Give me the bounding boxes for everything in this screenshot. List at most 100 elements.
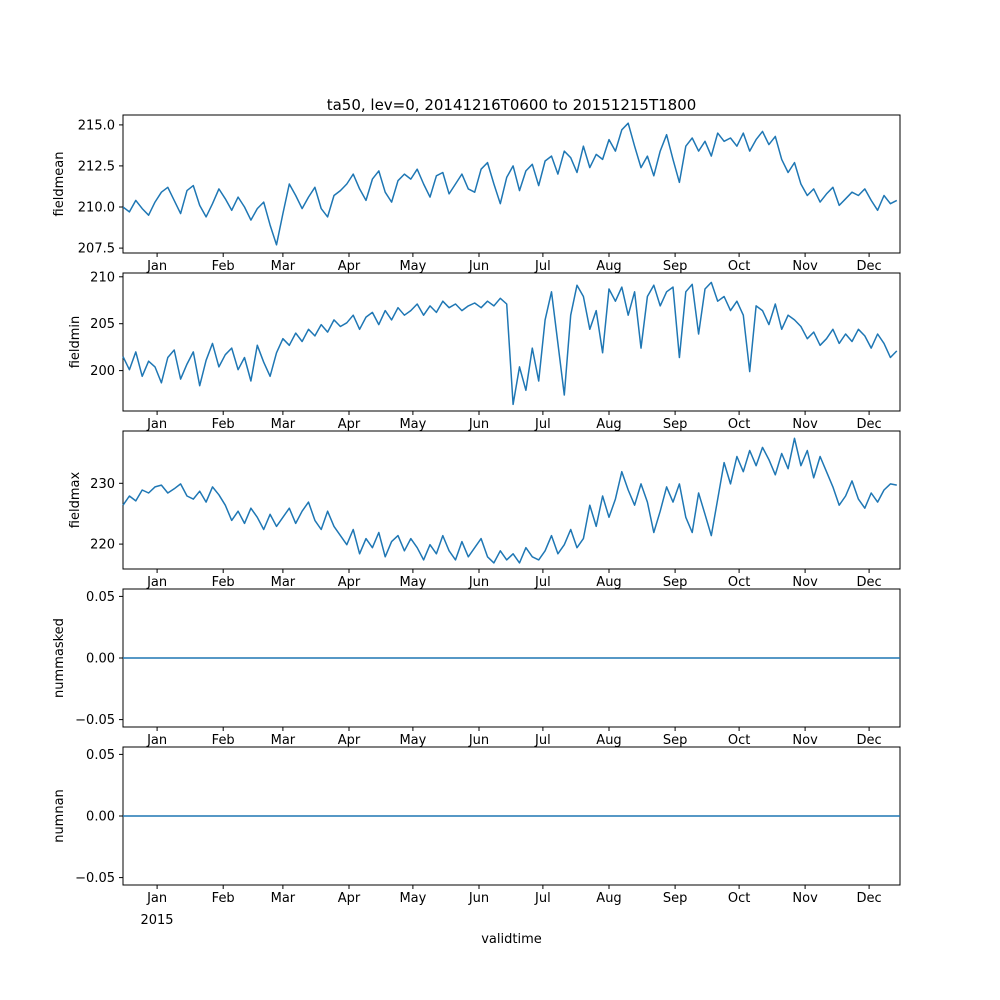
x-tick-label: Oct (728, 259, 750, 274)
x-axis-label: validtime (481, 932, 542, 947)
line-series-fieldmax (122, 437, 897, 564)
x-tick-label: Oct (728, 733, 750, 748)
y-tick-label: 212.5 (78, 159, 115, 174)
x-tick-label: Aug (596, 575, 621, 590)
x-tick-label: Feb (212, 575, 235, 590)
x-tick-label: Mar (271, 259, 296, 274)
x-tick-label: Apr (338, 417, 361, 432)
subplot-numnan: Jan Feb Mar Apr May Jun Jul Aug Sep Oct Nov Dec −0.0… (0, 746, 1000, 906)
y-tick-label: 0.00 (86, 810, 115, 825)
x-tick-label: Mar (271, 733, 296, 748)
x-tick-label: May (399, 417, 426, 432)
x-tick-label: Oct (728, 575, 750, 590)
subplot-fieldmin: Jan Feb Mar Apr May Jun Jul Aug Sep Oct Nov Dec 200 2… (0, 270, 1000, 432)
y-tick-label: 0.05 (86, 748, 115, 763)
x-tick-label: May (399, 733, 426, 748)
x-tick-label: Mar (271, 891, 296, 906)
subplot-fieldmean: Jan Feb Mar Apr May Jun Jul Aug Sep Oct Nov Dec 207.… (0, 114, 1000, 274)
plot-area: Jan Feb Mar Apr May Jun Jul Aug Sep Oct Nov Dec 200 2… (68, 270, 901, 432)
line-series-fieldmean (122, 122, 898, 246)
line-series-fieldmin (122, 281, 898, 406)
y-tick-label: 210.0 (78, 201, 115, 216)
x-axis-year-label: 2015 (140, 913, 174, 928)
x-tick-label: Dec (857, 891, 882, 906)
x-tick-label: Sep (663, 891, 688, 906)
x-tick-label: Oct (728, 891, 750, 906)
x-tick-label: Jan (146, 891, 167, 906)
subplot-nummasked: Jan Feb Mar Apr May Jun Jul Aug Sep Oct Nov Dec −0.0… (0, 588, 1000, 748)
x-tick-label: Apr (338, 259, 361, 274)
x-tick-label: Nov (792, 575, 818, 590)
y-tick-label: 205 (90, 317, 115, 332)
y-tick-label: 0.05 (86, 590, 115, 605)
x-tick-label: Dec (857, 733, 882, 748)
x-tick-label: Jul (534, 417, 551, 432)
x-tick-label: Sep (663, 575, 688, 590)
y-tick-label: 0.00 (86, 652, 115, 667)
y-tick-label: −0.05 (75, 871, 115, 886)
x-tick-label: Apr (338, 733, 361, 748)
x-tick-label: Jun (468, 259, 489, 274)
x-tick-label: Jun (468, 891, 489, 906)
x-tick-label: Dec (857, 575, 882, 590)
x-tick-label: Feb (212, 259, 235, 274)
x-tick-label: Jul (534, 891, 551, 906)
x-tick-label: Dec (857, 417, 882, 432)
x-tick-label: Jan (146, 417, 167, 432)
y-tick-label: −0.05 (75, 713, 115, 728)
y-tick-label: 220 (90, 538, 115, 553)
x-tick-label: Nov (792, 417, 818, 432)
x-tick-label: Jun (468, 733, 489, 748)
y-tick-label: 215.0 (78, 118, 115, 133)
y-axis-label: fieldmean (52, 152, 67, 217)
x-tick-label: Feb (212, 891, 235, 906)
axes-border (122, 272, 901, 412)
x-tick-label: Jan (146, 259, 167, 274)
x-tick-label: Jul (534, 259, 551, 274)
y-axis-label: fieldmax (68, 472, 83, 529)
x-tick-label: Apr (338, 891, 361, 906)
y-tick-label: 207.5 (78, 242, 115, 257)
x-tick-label: Aug (596, 417, 621, 432)
x-tick-label: May (399, 891, 426, 906)
axes-border (122, 430, 901, 570)
x-tick-label: Aug (596, 733, 621, 748)
x-tick-label: Jan (146, 733, 167, 748)
x-tick-label: Jul (534, 575, 551, 590)
x-tick-label: Jan (146, 575, 167, 590)
x-tick-label: Apr (338, 575, 361, 590)
y-tick-label: 200 (90, 364, 115, 379)
x-tick-label: May (399, 575, 426, 590)
x-tick-label: Sep (663, 259, 688, 274)
x-tick-label: Oct (728, 417, 750, 432)
x-tick-label: Feb (212, 733, 235, 748)
y-axis-label: nummasked (52, 618, 67, 698)
x-tick-label: Nov (792, 259, 818, 274)
x-tick-label: Jun (468, 417, 489, 432)
x-tick-label: Mar (271, 417, 296, 432)
chart-title: ta50, lev=0, 20141216T0600 to 20151215T1… (326, 96, 697, 114)
x-tick-label: Feb (212, 417, 235, 432)
x-tick-label: Jul (534, 733, 551, 748)
x-tick-label: May (399, 259, 426, 274)
x-tick-label: Dec (857, 259, 882, 274)
x-tick-label: Aug (596, 259, 621, 274)
x-tick-label: Aug (596, 891, 621, 906)
x-tick-label: Nov (792, 733, 818, 748)
y-tick-label: 210 (90, 270, 115, 285)
x-tick-label: Sep (663, 733, 688, 748)
plot-area: Jan Feb Mar Apr May Jun Jul Aug Sep Oct Nov Dec 207.… (52, 114, 901, 274)
x-tick-label: Jun (468, 575, 489, 590)
plot-area: Jan Feb Mar Apr May Jun Jul Aug Sep Oct Nov Dec 220 2… (68, 430, 901, 590)
y-axis-label: fieldmin (68, 316, 83, 369)
x-tick-label: Mar (271, 575, 296, 590)
axes-border (122, 114, 901, 254)
x-tick-label: Sep (663, 417, 688, 432)
y-tick-label: 230 (90, 477, 115, 492)
y-axis-label: numnan (52, 789, 67, 843)
subplot-fieldmax: Jan Feb Mar Apr May Jun Jul Aug Sep Oct Nov Dec 220 2… (0, 430, 1000, 590)
x-tick-label: Nov (792, 891, 818, 906)
plot-area: Jan Feb Mar Apr May Jun Jul Aug Sep Oct Nov Dec −0.0… (52, 746, 901, 906)
plot-area: Jan Feb Mar Apr May Jun Jul Aug Sep Oct Nov Dec −0.0… (52, 588, 901, 748)
